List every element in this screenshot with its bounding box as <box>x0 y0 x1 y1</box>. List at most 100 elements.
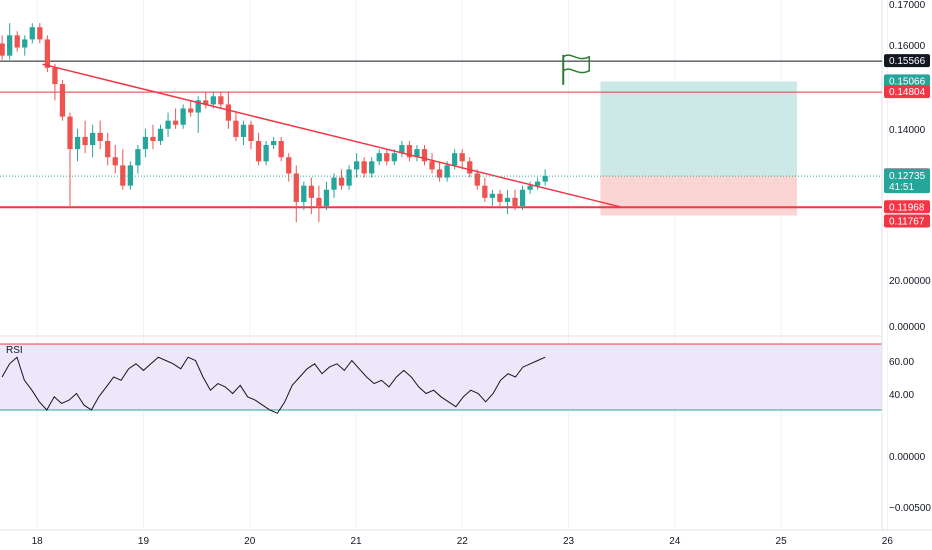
candle-body <box>188 108 194 113</box>
time-tick: 25 <box>776 536 788 547</box>
price-tick-0.14: 0.14000 <box>889 125 926 136</box>
stop-zone[interactable] <box>600 176 798 216</box>
time-tick: 24 <box>669 536 681 547</box>
candle-body <box>504 197 511 202</box>
candle-body <box>105 140 111 158</box>
candle-body <box>112 157 118 166</box>
candle-body <box>165 120 171 129</box>
candle-body <box>263 145 269 162</box>
candle-body <box>497 193 503 202</box>
candle-body <box>384 153 390 162</box>
candle-body <box>233 120 239 137</box>
candle-body <box>482 185 488 198</box>
candle-body <box>180 108 186 125</box>
candle-body <box>37 27 43 40</box>
target-zone[interactable] <box>600 81 798 177</box>
candle-body <box>452 153 458 166</box>
price-axis: 0.17000 0.16000 0.14000 20.00000 0.00000… <box>889 0 931 514</box>
rsi-pane: RSI <box>0 343 882 414</box>
horizontal-lines <box>0 60 882 209</box>
price-tag <box>884 54 930 68</box>
candle-body <box>82 136 88 146</box>
rsi-band <box>0 344 882 410</box>
candle-body <box>527 185 533 190</box>
flag-icon[interactable] <box>562 54 590 85</box>
price-tag <box>884 200 930 214</box>
price-tag <box>884 74 930 88</box>
candle-body <box>436 169 443 178</box>
candle-body <box>157 128 164 141</box>
candle-body <box>467 161 473 174</box>
rsi-tick-neg: −0.00500 <box>889 503 931 514</box>
candle-body <box>22 39 28 48</box>
candle-body <box>338 177 345 186</box>
candle-body <box>474 173 480 186</box>
candle-body <box>225 104 232 121</box>
rsi-line <box>1 356 546 414</box>
candle-body <box>512 197 518 206</box>
candle-body <box>74 136 81 150</box>
candle-body <box>308 185 315 198</box>
price-tag <box>884 214 930 228</box>
rsi-tick-40: 40.00 <box>889 390 914 401</box>
price-tick-0: 0.00000 <box>889 322 926 333</box>
price-tag-text: 0.15566 <box>889 56 926 67</box>
candle-body <box>210 96 216 105</box>
candle-body <box>29 27 35 40</box>
candle-body <box>7 35 13 56</box>
candle-body <box>542 175 548 182</box>
candle-body <box>353 161 360 170</box>
candle-body <box>89 132 96 146</box>
countdown-text: 41:51 <box>889 182 914 193</box>
candle-body <box>406 145 413 158</box>
time-tick: 21 <box>350 536 362 547</box>
candle-body <box>52 67 58 85</box>
time-axis: 18 19 20 21 22 23 24 25 26 <box>32 536 894 547</box>
candle-body <box>376 153 382 162</box>
candle-body <box>361 161 367 174</box>
trendline[interactable] <box>42 63 622 208</box>
price-tag-text: 0.15066 <box>889 76 926 87</box>
time-tick: 20 <box>244 536 256 547</box>
candle-body <box>301 185 307 202</box>
candle-body <box>278 140 284 158</box>
candle-body <box>97 132 103 141</box>
candle-body <box>399 145 405 154</box>
candle-body <box>195 100 201 113</box>
candle-body <box>67 116 73 150</box>
candle-body <box>255 140 262 162</box>
long-position-tool[interactable] <box>600 81 798 216</box>
candle-body <box>14 35 20 48</box>
time-tick: 22 <box>457 536 469 547</box>
price-tags: 0.155660.150660.148040.127570.1273541:51… <box>884 54 930 228</box>
price-tag-text: 0.11767 <box>889 216 925 227</box>
price-tick-20: 20.00000 <box>889 276 931 287</box>
candle-body <box>248 124 254 141</box>
price-tag-text: 0.11968 <box>889 202 925 213</box>
candle-body <box>218 96 224 105</box>
candle-body <box>444 165 450 178</box>
candle-body <box>429 161 435 170</box>
candle-body <box>271 140 277 146</box>
price-tag <box>884 169 930 194</box>
candle-body <box>203 100 209 105</box>
candle-body <box>135 149 141 166</box>
candle-body <box>391 153 397 162</box>
candle-body <box>534 181 541 186</box>
candle-body <box>142 136 149 150</box>
candle-body <box>286 157 292 174</box>
time-tick: 18 <box>32 536 44 547</box>
candle-body <box>369 161 375 174</box>
candle-body <box>0 43 5 56</box>
candle-body <box>44 39 51 68</box>
price-tag-text: 0.14804 <box>889 87 926 98</box>
candle-body <box>120 165 126 186</box>
time-tick: 26 <box>882 536 894 547</box>
candle-body <box>127 165 133 186</box>
candle-body <box>346 169 352 186</box>
candle-body <box>240 124 247 137</box>
price-tag-text: 0.12735 <box>889 171 926 182</box>
candle-body <box>150 136 156 141</box>
rsi-tick-0: 0.00000 <box>889 452 926 463</box>
